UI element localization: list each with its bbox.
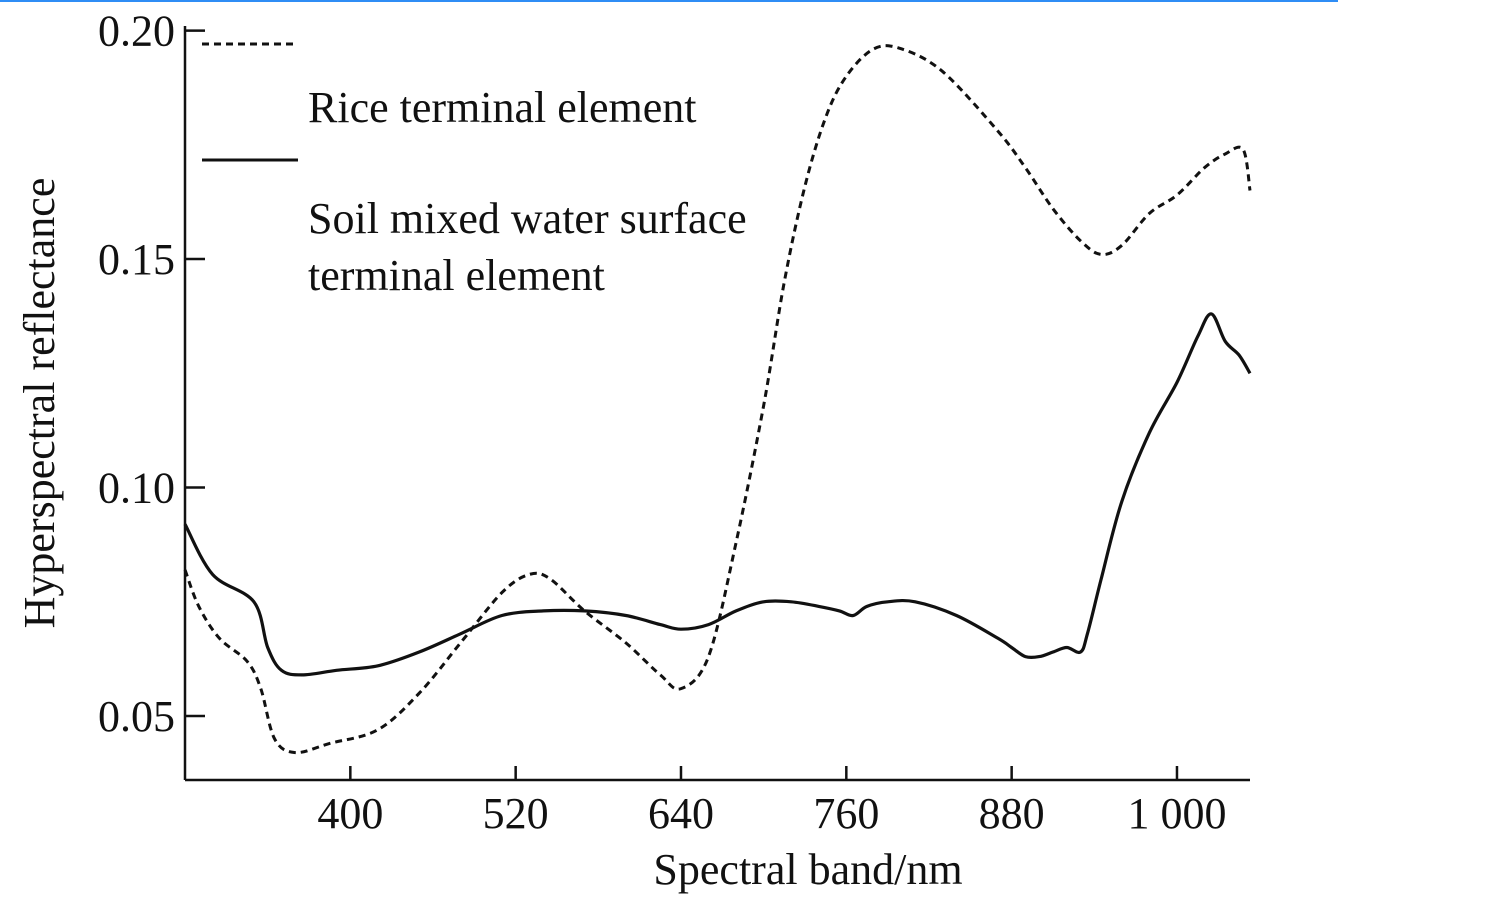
y-axis-title: Hyperspectral reflectance	[15, 178, 64, 629]
top-accent-line	[0, 0, 1338, 2]
y-tick-label: 0.05	[98, 692, 175, 741]
x-tick-label: 640	[648, 789, 714, 838]
x-tick-label: 880	[979, 789, 1045, 838]
legend-label-rice: Rice terminal element	[308, 83, 697, 132]
plot-area	[183, 44, 1252, 755]
y-tick-label: 0.10	[98, 464, 175, 513]
y-tick-label: 0.20	[98, 7, 175, 56]
series-rice-line	[183, 44, 1252, 755]
legend-label-soil-line-1: Soil mixed water surface	[308, 194, 747, 243]
x-axis-title: Spectral band/nm	[653, 845, 962, 894]
x-tick-label: 1 000	[1127, 789, 1226, 838]
x-tick-label: 400	[317, 789, 383, 838]
x-tick-label: 520	[483, 789, 549, 838]
ticks: 400 520 640 760 880 1 000 0.05 0.10 0.15 0.20	[98, 7, 1226, 838]
legend-label-soil-line-2: terminal element	[308, 251, 605, 300]
series-soil-line	[183, 312, 1252, 677]
legend-label-soil: Soil mixed water surface terminal elemen…	[308, 194, 758, 300]
y-tick-label: 0.15	[98, 235, 175, 284]
legend: Rice terminal element Soil mixed water s…	[202, 42, 758, 300]
axes	[183, 26, 1250, 782]
x-tick-label: 760	[813, 789, 879, 838]
